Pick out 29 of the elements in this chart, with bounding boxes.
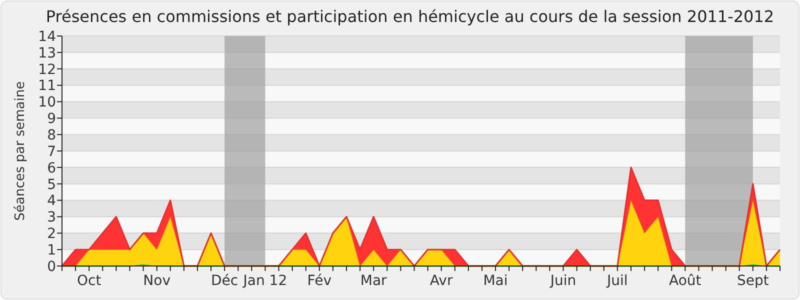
y-tick-label: 14: [38, 28, 56, 45]
y-tick-label: 13: [38, 45, 56, 62]
x-tick-label: Mai: [483, 273, 508, 289]
x-tick-label: Sept: [736, 273, 770, 289]
x-tick-label: Oct: [76, 273, 102, 289]
y-tick-label: 4: [47, 193, 56, 210]
y-tick-label: 9: [47, 111, 56, 128]
chart-title: Présences en commissions et participation en hémicycle au cours de la session 2011-2012: [46, 7, 774, 26]
y-tick-label: 1: [47, 242, 56, 258]
x-tick-label: Juil: [606, 273, 628, 289]
x-tick-label: Avr: [430, 273, 453, 289]
y-tick-label: 10: [38, 94, 56, 111]
y-tick-label: 5: [47, 176, 56, 193]
x-tick-label: Fév: [307, 273, 332, 289]
y-tick-label: 0: [47, 258, 56, 275]
x-tick-label: Nov: [143, 273, 170, 289]
x-tick-label: Mar: [360, 273, 388, 289]
y-tick-label: 6: [47, 160, 56, 176]
y-tick-label: 2: [47, 226, 56, 242]
x-tick-label: Déc: [211, 273, 238, 289]
y-tick-label: 8: [47, 127, 56, 144]
x-tick-label: Août: [669, 273, 702, 289]
y-tick-label: 12: [38, 62, 56, 78]
y-tick-label: 7: [47, 144, 56, 160]
x-tick-label: Juin: [549, 273, 576, 289]
x-tick-label: Jan 12: [242, 273, 288, 289]
y-tick-label: 3: [47, 210, 56, 226]
y-tick-label: 11: [38, 78, 56, 94]
y-axis-title: Séances par semaine: [13, 81, 28, 221]
